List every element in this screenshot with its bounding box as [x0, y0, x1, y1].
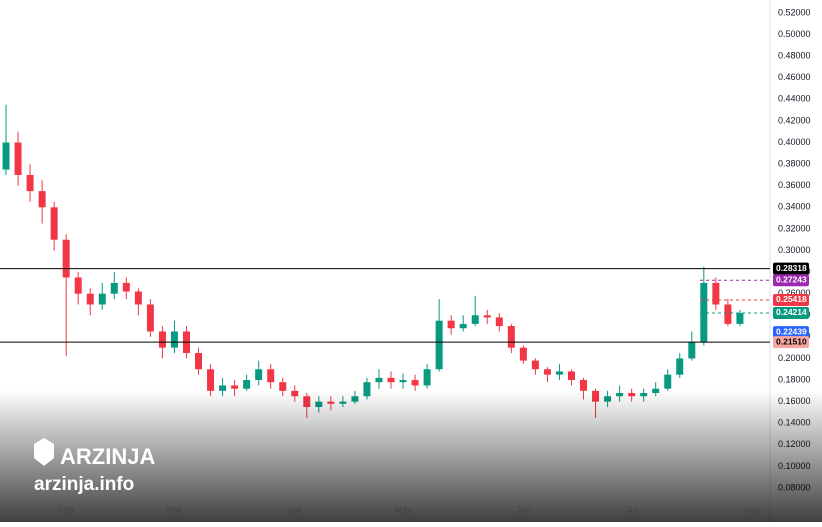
y-tick-label: 0.18000 [778, 374, 811, 384]
candle-body [399, 380, 407, 383]
candle-body [567, 371, 575, 381]
candle-body [86, 293, 94, 305]
price-label: 0.22439 [776, 326, 807, 336]
candle-body [62, 239, 70, 278]
y-tick-label: 0.36000 [778, 180, 811, 190]
y-tick-label: 0.34000 [778, 202, 811, 212]
price-label-box [773, 274, 809, 287]
y-tick-label: 0.40000 [778, 137, 811, 147]
candle-body [387, 377, 395, 383]
price-label-box [773, 326, 809, 339]
candle-body [170, 331, 178, 348]
price-label-box [773, 293, 809, 306]
candle-body [543, 369, 551, 375]
price-label-box [773, 306, 809, 319]
candle-body [122, 282, 130, 292]
logo [34, 438, 54, 466]
candle-body [555, 371, 563, 375]
candle-body [255, 369, 263, 381]
y-tick-label: 0.42000 [778, 115, 811, 125]
candle-body [423, 369, 431, 386]
candle-body [38, 191, 46, 208]
y-tick-label: 0.52000 [778, 7, 811, 17]
candle-body [435, 320, 443, 370]
candle-body [712, 282, 720, 305]
price-label: 0.27243 [776, 275, 807, 285]
candle-body [483, 315, 491, 318]
y-tick-label: 0.46000 [778, 72, 811, 82]
candle-body [2, 142, 10, 170]
candle-body [519, 347, 527, 361]
candle-body [580, 380, 588, 391]
y-tick-label: 0.44000 [778, 94, 811, 104]
candle-body [134, 291, 142, 305]
price-label: 0.28318 [776, 263, 807, 273]
candle-body [14, 142, 22, 175]
candle-body [195, 353, 203, 370]
candle-body [676, 358, 684, 375]
candle-body [243, 380, 251, 389]
candle-body [411, 380, 419, 386]
y-tick-label: 0.26000 [778, 288, 811, 298]
site: arzinja.info [34, 474, 134, 495]
candle-body [158, 331, 166, 348]
candle-body [207, 369, 215, 391]
candle-body [688, 342, 696, 359]
candle-body [363, 382, 371, 397]
candle-body [495, 317, 503, 327]
price-label: 0.24214 [776, 307, 807, 317]
candle-body [447, 320, 455, 329]
y-tick-label: 0.38000 [778, 159, 811, 169]
candle-body [459, 323, 467, 329]
candle-body [279, 382, 287, 391]
candle-body [724, 304, 732, 324]
candle-body [664, 374, 672, 389]
candle-body [98, 293, 106, 305]
y-tick-label: 0.20000 [778, 353, 811, 363]
candle-body [700, 282, 708, 343]
candle-body [219, 385, 227, 391]
candle-body [110, 282, 118, 294]
candle-body [375, 377, 383, 383]
shade [0, 390, 822, 522]
candle-body [146, 304, 154, 332]
candle-body [231, 385, 239, 389]
y-tick-label: 0.50000 [778, 29, 811, 39]
candle-body [736, 313, 744, 324]
price-label-box [773, 262, 809, 275]
candle-body [50, 207, 58, 240]
candle-body [267, 369, 275, 383]
price-label-box [773, 336, 809, 349]
y-tick-label: 0.48000 [778, 51, 811, 61]
price-label: 0.25418 [776, 294, 807, 304]
candle-body [507, 326, 515, 348]
candle-body [531, 360, 539, 370]
y-tick-label: 0.30000 [778, 245, 811, 255]
candle-body [471, 315, 479, 324]
plot-area: 0.080000.100000.120000.140000.160000.180… [0, 0, 811, 522]
candle-body [74, 277, 82, 294]
candle-body [26, 174, 34, 192]
y-tick-label: 0.32000 [778, 223, 811, 233]
brand: ARZINJA [60, 444, 155, 469]
price-label: 0.21510 [776, 336, 807, 346]
